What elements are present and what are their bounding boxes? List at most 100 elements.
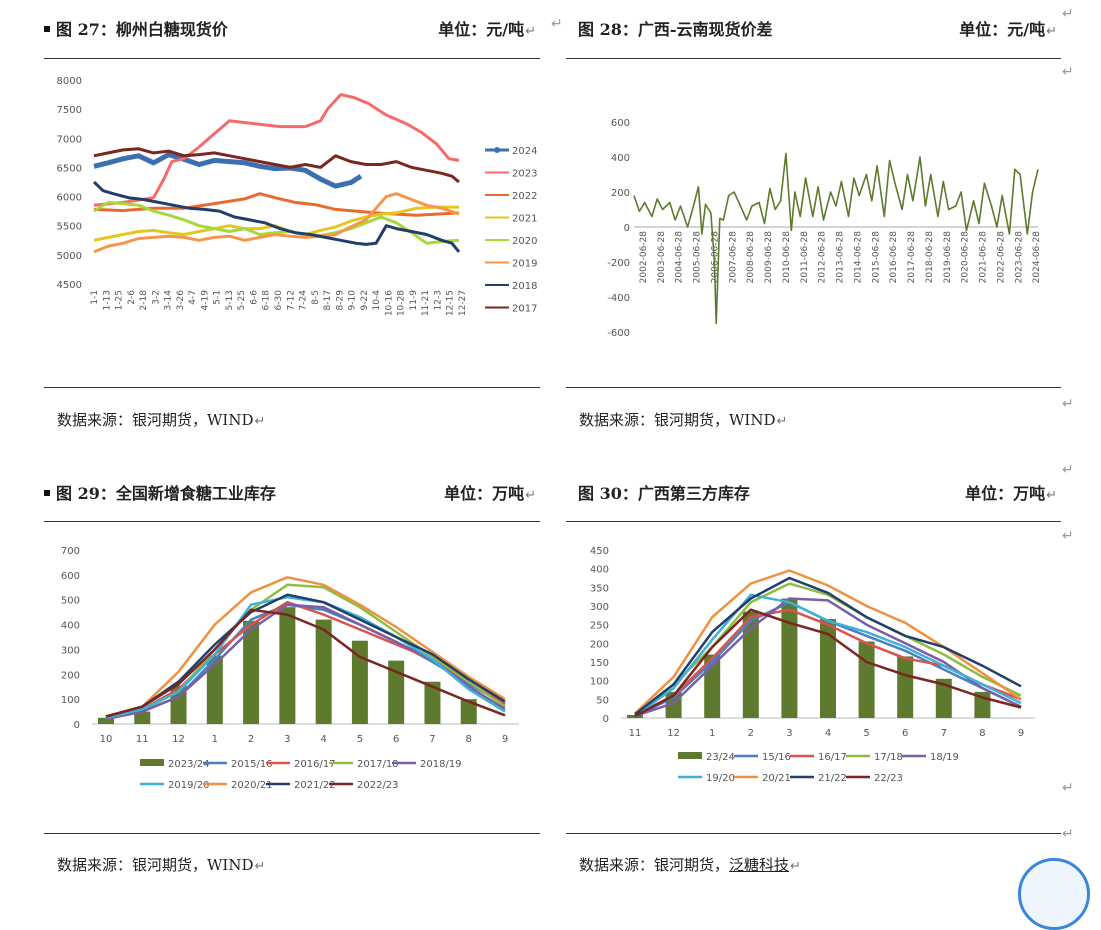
legend-label: 2024 (512, 146, 537, 157)
series-line-2018 (92, 180, 461, 253)
y-tick-label: 600 (611, 118, 630, 129)
x-tick-label: 6-30 (274, 290, 284, 311)
chart-title: 图 30：广西第三方库存 (578, 484, 750, 503)
x-tick-label: 1-13 (102, 290, 112, 310)
chart-gx-yn-spread: -600 -400 -200 0 200 400 600 2002-06-28 2003-06-… (607, 118, 1042, 339)
y-tick-label: 400 (61, 621, 80, 632)
x-tick-label: 5-1 (213, 290, 223, 305)
series-line-spread (633, 152, 1039, 325)
series-line-2024 (93, 152, 363, 189)
series-line-2021 (93, 205, 459, 242)
x-tick-label: 2004-06-28 (675, 231, 685, 284)
x-tick-label: 2017-06-28 (907, 231, 917, 284)
x-tick-label: 2007-06-28 (728, 231, 738, 284)
bar-11 (134, 711, 151, 724)
bar-11 (627, 715, 643, 718)
unit-label: 单位：元/吨 (959, 20, 1046, 39)
x-tick-label: 2013-06-28 (836, 231, 846, 284)
legend-label: 2016/17 (294, 759, 336, 770)
y-tick-label: 0 (624, 223, 630, 234)
unit-label: 单位：万吨 (965, 484, 1046, 503)
series-line-2019/20 (105, 595, 506, 720)
legend-label: 15/16 (762, 752, 791, 763)
x-tick-label: 12 (667, 728, 680, 739)
y-tick-label: 300 (61, 645, 80, 656)
x-tick-label: 2008-06-28 (746, 231, 756, 284)
x-tick-label: 6 (902, 728, 908, 739)
legend-label: 2019/20 (168, 780, 210, 791)
x-tick-label: 3-2 (151, 290, 161, 305)
x-tick-label: 2024-06-28 (1032, 231, 1042, 284)
panel-fig29: 图 29：全国新增食糖工业库存 单位：万吨↵ 0 100 200 300 400 500 6… (44, 478, 540, 879)
legend-label: 22/23 (874, 773, 903, 784)
top-rule (44, 58, 540, 59)
bottom-rule (566, 833, 1061, 834)
x-tick-label: 3 (284, 734, 290, 745)
return-mark-icon: ↵ (1062, 64, 1074, 80)
y-tick-label: 100 (590, 677, 609, 688)
bottom-rule (566, 387, 1061, 388)
x-tick-label: 8 (466, 734, 472, 745)
unit-label: 单位：万吨 (444, 484, 525, 503)
return-mark-icon: ↵ (525, 488, 536, 503)
bar-7 (935, 678, 952, 718)
x-tick-label: 2018-06-28 (925, 231, 935, 284)
x-tick-label: 1-25 (115, 290, 125, 310)
bottom-rule (44, 833, 540, 834)
bar-1 (206, 655, 223, 724)
bar-5 (351, 640, 368, 724)
x-tick-label: 3-26 (176, 290, 186, 311)
x-tick-label: 9-10 (348, 290, 358, 311)
legend-swatch (140, 759, 164, 766)
x-tick-label: 10-4 (372, 290, 382, 311)
x-tick-label: 4 (320, 734, 326, 745)
legend-label: 23/24 (706, 752, 735, 763)
y-tick-label: 8000 (57, 76, 82, 87)
bottom-rule (44, 387, 540, 388)
y-tick-label: 700 (61, 546, 80, 557)
bar-3 (781, 598, 798, 718)
x-tick-label: 7-24 (299, 290, 309, 311)
return-mark-icon: ↵ (1062, 780, 1074, 796)
x-tick-label: 2015-06-28 (871, 231, 881, 284)
x-tick-label: 6-6 (249, 290, 259, 305)
y-tick-label: 150 (590, 658, 609, 669)
chart-title: 图 29：全国新增食糖工业库存 (56, 484, 276, 503)
y-tick-label: 250 (590, 621, 609, 632)
x-tick-label: 4 (825, 728, 831, 739)
x-tick-label: 7-12 (286, 290, 296, 310)
x-tick-label: 2002-06-28 (639, 231, 649, 284)
series-line-22/23 (634, 608, 1022, 718)
return-mark-icon: ↵ (1062, 462, 1074, 478)
legend-label: 2023/24 (168, 759, 210, 770)
x-tick-label: 8-17 (323, 290, 333, 310)
series-line-2017 (93, 147, 460, 184)
floating-assistant-button[interactable] (1018, 858, 1090, 930)
legend-label: 2023 (512, 169, 537, 180)
series-line-17/18 (634, 582, 1022, 716)
x-tick-label: 2010-06-28 (782, 231, 792, 284)
source-link[interactable]: 泛糖科技 (729, 856, 790, 874)
series-line-2022/23 (105, 608, 506, 718)
series-line-2019 (93, 192, 460, 254)
x-tick-label: 2023-06-28 (1014, 231, 1024, 284)
y-tick-label: 600 (61, 571, 80, 582)
y-tick-label: 200 (590, 639, 609, 650)
x-tick-label: 11-21 (421, 290, 431, 316)
y-tick-label: 4500 (57, 280, 82, 291)
legend-label: 16/17 (818, 752, 847, 763)
x-tick-label: 7 (429, 734, 435, 745)
top-rule (566, 58, 1061, 59)
x-tick-label: 8-5 (311, 290, 321, 305)
x-tick-label: 5 (863, 728, 869, 739)
x-tick-label: 2-6 (127, 290, 137, 305)
series-line-20/21 (634, 569, 1022, 715)
bullet-icon (44, 490, 50, 496)
y-tick-label: -600 (607, 328, 630, 339)
x-tick-label: 2006-06-28 (710, 231, 720, 284)
y-tick-label: -400 (607, 293, 630, 304)
x-tick-label: 12 (172, 734, 185, 745)
x-tick-label: 8 (979, 728, 985, 739)
